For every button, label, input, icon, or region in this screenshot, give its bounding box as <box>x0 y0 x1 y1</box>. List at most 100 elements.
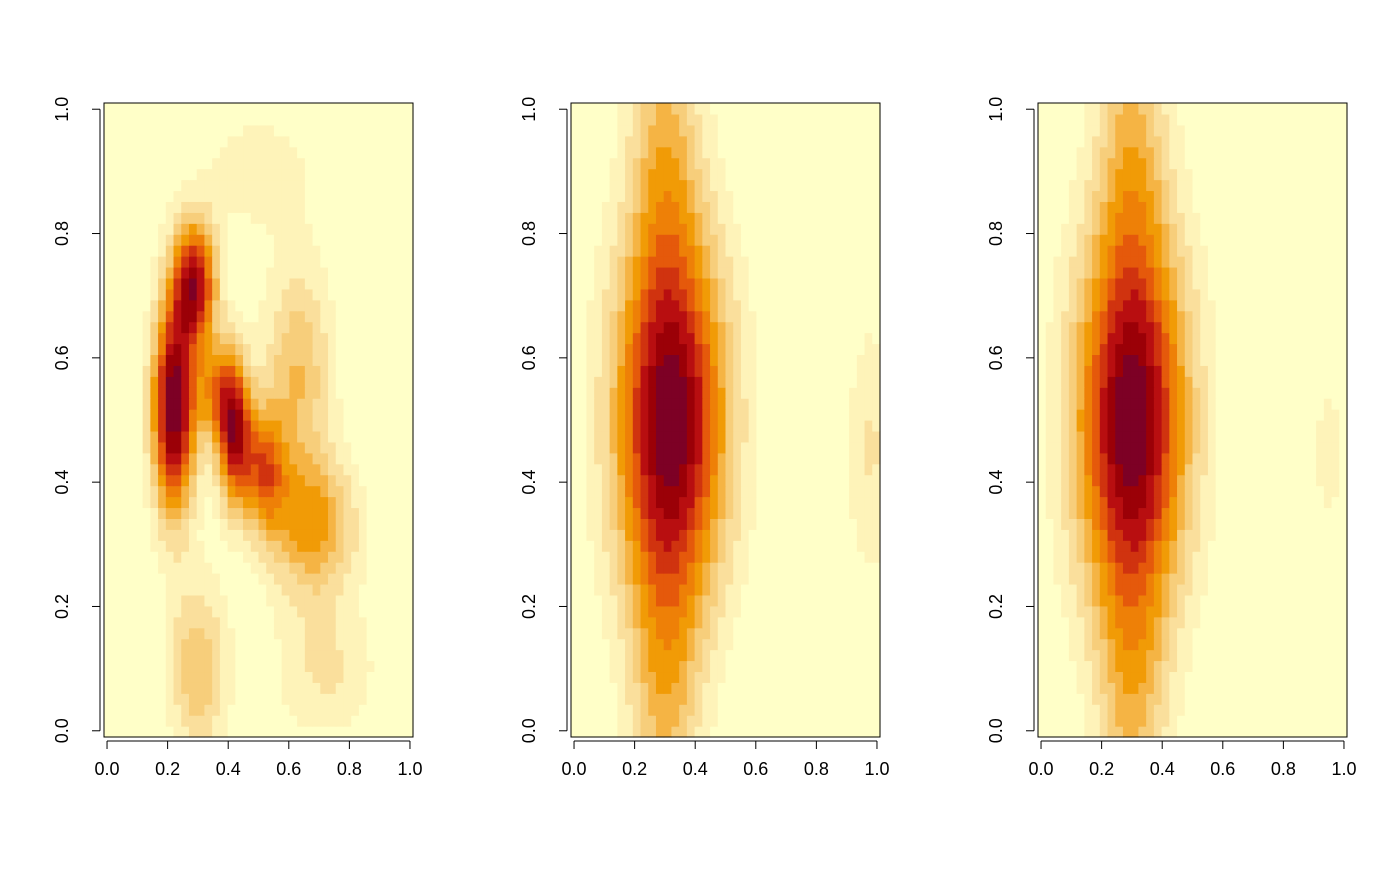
heatmap-cell <box>671 190 679 202</box>
heatmap-cell <box>197 103 205 115</box>
heatmap-cell <box>367 660 375 672</box>
heatmap-cell <box>633 223 641 235</box>
heatmap-cell <box>374 518 382 530</box>
heatmap-cell <box>1046 682 1054 694</box>
heatmap-cell <box>865 234 873 246</box>
heatmap-cell <box>656 322 664 334</box>
heatmap-cell <box>602 639 610 651</box>
heatmap-cell <box>571 103 579 115</box>
heatmap-cell <box>841 398 849 410</box>
heatmap-cell <box>841 606 849 618</box>
heatmap-cell <box>351 551 359 563</box>
heatmap-cell <box>135 387 143 399</box>
heatmap-cell <box>398 562 406 574</box>
heatmap-cell <box>119 431 127 443</box>
heatmap-cell <box>841 333 849 345</box>
heatmap-cell <box>617 693 625 705</box>
heatmap-cell <box>733 715 741 727</box>
heatmap-cell <box>405 573 413 585</box>
heatmap-cell <box>119 671 127 683</box>
heatmap-cell <box>664 136 672 148</box>
heatmap-cell <box>795 475 803 487</box>
heatmap-cell <box>687 365 695 377</box>
heatmap-cell <box>617 420 625 432</box>
heatmap-cell <box>702 158 710 170</box>
heatmap-cell <box>1162 660 1170 672</box>
heatmap-cell <box>243 497 251 509</box>
heatmap-cell <box>865 169 873 181</box>
heatmap-cell <box>243 693 251 705</box>
heatmap-cell <box>289 245 297 257</box>
heatmap-cell <box>764 431 772 443</box>
heatmap-cell <box>143 234 151 246</box>
heatmap-cell <box>228 431 236 443</box>
heatmap-cell <box>104 158 112 170</box>
heatmap-cell <box>235 311 243 323</box>
heatmap-cell <box>841 201 849 213</box>
heatmap-cell <box>810 540 818 552</box>
heatmap-cell <box>189 540 197 552</box>
heatmap-cell <box>726 333 734 345</box>
heatmap-cell <box>741 245 749 257</box>
heatmap-cell <box>259 387 267 399</box>
heatmap-cell <box>266 158 274 170</box>
heatmap-cell <box>664 606 672 618</box>
heatmap-cell <box>857 103 865 115</box>
heatmap-cell <box>197 322 205 334</box>
heatmap-cell <box>127 475 135 487</box>
heatmap-cell <box>633 125 641 137</box>
heatmap-cell <box>297 562 305 574</box>
heatmap-cell <box>741 223 749 235</box>
heatmap-cell <box>826 420 834 432</box>
heatmap-cell <box>367 136 375 148</box>
heatmap-cell <box>119 300 127 312</box>
heatmap-cell <box>197 311 205 323</box>
heatmap-cell <box>695 311 703 323</box>
heatmap-cell <box>228 475 236 487</box>
heatmap-cell <box>289 518 297 530</box>
heatmap-cell <box>756 114 764 126</box>
heatmap-cell <box>865 343 873 355</box>
heatmap-cell <box>336 169 344 181</box>
heatmap-cell <box>336 311 344 323</box>
heatmap-cell <box>282 201 290 213</box>
heatmap-cell <box>343 584 351 596</box>
heatmap-cell <box>857 147 865 159</box>
heatmap-cell <box>374 311 382 323</box>
heatmap-cell <box>787 584 795 596</box>
heatmap-cell <box>849 103 857 115</box>
heatmap-cell <box>687 147 695 159</box>
heatmap-cell <box>780 606 788 618</box>
heatmap-cell <box>756 256 764 268</box>
heatmap-cell <box>189 518 197 530</box>
heatmap-cell <box>826 660 834 672</box>
heatmap-cell <box>571 475 579 487</box>
heatmap-cell <box>872 136 880 148</box>
heatmap-cell <box>166 682 174 694</box>
heatmap-cell <box>135 497 143 509</box>
heatmap-cell <box>602 464 610 476</box>
heatmap-cell <box>382 507 390 519</box>
heatmap-cell <box>849 300 857 312</box>
heatmap-cell <box>320 453 328 465</box>
heatmap-cell <box>756 639 764 651</box>
heatmap-cell <box>795 595 803 607</box>
heatmap-cell <box>119 540 127 552</box>
heatmap-cell <box>772 551 780 563</box>
heatmap-cell <box>320 562 328 574</box>
heatmap-cell <box>181 136 189 148</box>
heatmap-cell <box>849 715 857 727</box>
heatmap-cell <box>795 507 803 519</box>
heatmap-cell <box>610 300 618 312</box>
heatmap-cell <box>204 442 212 454</box>
heatmap-cell <box>374 497 382 509</box>
heatmap-cell <box>174 584 182 596</box>
heatmap-cell <box>610 573 618 585</box>
heatmap-cell <box>181 540 189 552</box>
heatmap-cell <box>787 387 795 399</box>
heatmap-cell <box>135 453 143 465</box>
heatmap-cell <box>826 169 834 181</box>
heatmap-cell <box>351 562 359 574</box>
heatmap-cell <box>726 453 734 465</box>
heatmap-cell <box>320 212 328 224</box>
